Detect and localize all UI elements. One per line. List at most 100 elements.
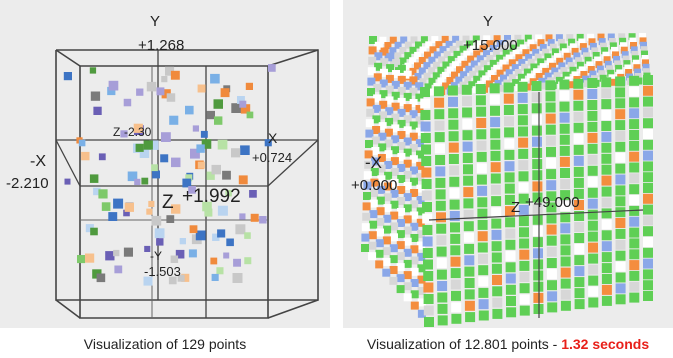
right-data-point [410, 256, 419, 265]
right-data-point [599, 42, 607, 50]
right-data-point [508, 59, 516, 67]
right-data-point [368, 56, 377, 65]
right-data-point [587, 198, 598, 209]
right-data-point [480, 60, 488, 68]
right-data-point [463, 232, 474, 243]
right-data-point [492, 297, 503, 308]
right-data-point [409, 110, 418, 119]
left-data-point [77, 255, 86, 264]
right-data-point [621, 51, 629, 59]
right-data-point [490, 128, 501, 139]
right-data-point [532, 214, 543, 225]
right-data-point [629, 97, 640, 108]
right-data-point [376, 228, 384, 237]
right-data-point [403, 282, 412, 291]
right-data-point [559, 156, 570, 167]
right-axis-neg-x-label: -X [365, 153, 382, 172]
left-data-point [245, 82, 253, 90]
left-data-point [78, 139, 86, 147]
right-data-point [533, 270, 544, 281]
right-data-point [464, 300, 475, 311]
left-data-point [246, 111, 254, 119]
right-data-point [584, 56, 592, 64]
right-data-point [586, 61, 594, 69]
right-data-point [505, 54, 513, 62]
right-data-point [489, 94, 500, 105]
right-data-point [409, 76, 418, 85]
left-data-point [181, 273, 190, 282]
right-data-point [609, 42, 617, 50]
right-3d-scatter-plot[interactable]: Y +15.000 -X +0.000 Z +49.000 [343, 0, 673, 328]
left-data-point [217, 229, 226, 238]
left-data-point [189, 225, 198, 234]
right-data-point [448, 131, 459, 142]
right-data-point [374, 62, 383, 71]
right-data-point [366, 98, 375, 107]
left-3d-scatter-plot[interactable]: Y +1.268 X +0.724 -X -2.210 Z -2.30 Z +1… [0, 0, 330, 328]
right-data-point [389, 47, 397, 55]
right-data-point [519, 305, 530, 316]
right-data-point [410, 166, 418, 175]
right-data-point [642, 63, 650, 71]
right-data-point [545, 80, 556, 91]
right-data-point [547, 302, 558, 313]
right-data-point [421, 167, 432, 178]
right-data-point [595, 61, 603, 69]
left-axis-x-value: +0.724 [252, 150, 292, 165]
right-data-point [368, 231, 377, 240]
right-data-point [603, 56, 611, 64]
right-data-point [409, 121, 418, 130]
right-data-point [436, 246, 447, 257]
right-data-point [589, 42, 597, 50]
left-data-point [151, 215, 162, 226]
right-data-point [524, 34, 532, 42]
right-data-point [615, 294, 626, 305]
right-data-point [560, 289, 571, 300]
right-data-point [404, 52, 412, 60]
right-data-point [389, 36, 397, 44]
right-data-point [410, 267, 419, 276]
right-data-point [389, 266, 398, 274]
right-data-point [460, 71, 468, 79]
left-data-point [63, 72, 72, 81]
right-data-point [472, 35, 480, 43]
right-data-point [575, 57, 583, 65]
left-axis-neg-y-value: -1.503 [144, 264, 181, 279]
right-data-point [376, 207, 385, 216]
right-data-point [424, 317, 434, 327]
right-data-point [587, 132, 598, 143]
left-data-point [232, 273, 243, 283]
right-data-point [518, 216, 529, 227]
right-data-point [562, 71, 570, 79]
right-data-point [371, 157, 380, 166]
right-data-point [450, 245, 461, 256]
right-data-point [532, 237, 543, 248]
right-data-point [414, 51, 422, 59]
right-data-point [433, 51, 441, 59]
right-data-point [403, 126, 412, 135]
left-data-point [144, 245, 151, 252]
right-data-point [629, 75, 640, 86]
right-data-point [423, 72, 431, 80]
right-data-point [390, 200, 399, 209]
right-data-point [527, 58, 535, 66]
right-data-point [423, 294, 434, 304]
right-data-point [615, 120, 626, 131]
right-data-point [442, 82, 450, 90]
right-data-point [397, 119, 406, 128]
right-data-point [415, 127, 424, 136]
right-data-point [634, 68, 642, 76]
right-data-point [571, 71, 579, 79]
right-data-point [476, 151, 487, 162]
right-data-point [375, 260, 384, 269]
right-data-point [434, 120, 445, 131]
left-data-point [231, 103, 242, 113]
right-data-point [491, 241, 502, 252]
right-data-point [643, 118, 653, 129]
right-data-point [391, 102, 400, 111]
right-data-point [643, 204, 653, 215]
right-data-point [643, 139, 653, 150]
right-data-point [449, 188, 460, 199]
right-data-point [372, 115, 381, 124]
right-data-point [445, 40, 453, 48]
